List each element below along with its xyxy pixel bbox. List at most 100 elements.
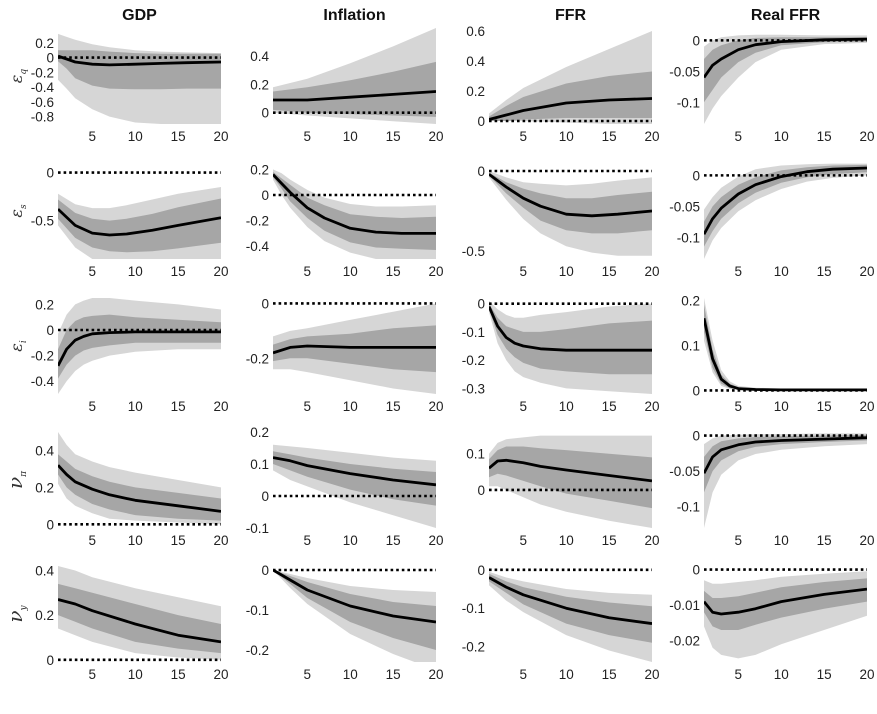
row-shock-subscript: y (19, 604, 29, 611)
x-tick-label: 15 (386, 533, 401, 548)
row-shock-label: εi (7, 340, 29, 352)
x-tick-label: 20 (213, 533, 228, 548)
x-tick-label: 5 (304, 667, 312, 682)
irf-panel: 5 10 15 20 0.1 0 (466, 435, 660, 548)
x-tick-label: 10 (774, 264, 789, 279)
irf-panel: 5 10 15 20 0.6 0.4 0.2 0 (466, 24, 659, 144)
column-title: GDP (122, 7, 157, 24)
x-tick-label: 20 (428, 129, 443, 144)
x-tick-label: 5 (89, 399, 97, 414)
y-tick-label: 0 (477, 483, 485, 498)
median-response-line (704, 587, 867, 616)
x-tick-label: 15 (602, 533, 617, 548)
x-tick-label: 5 (89, 667, 97, 682)
x-tick-label: 5 (520, 264, 528, 279)
x-tick-label: 5 (89, 129, 97, 144)
y-tick-label: 0 (477, 114, 485, 129)
y-tick-label: 0.2 (681, 293, 700, 308)
x-tick-label: 15 (171, 129, 186, 144)
x-tick-label: 20 (859, 264, 874, 279)
irf-panel: 5 10 15 20 0 -0.1 -0.2 (246, 563, 444, 682)
x-tick-label: 20 (859, 533, 874, 548)
y-tick-label: -0.4 (31, 80, 55, 95)
x-tick-label: 10 (774, 667, 789, 682)
irf-panel: 5 10 15 20 0 -0.2 (246, 296, 444, 414)
outer-credible-band (704, 433, 867, 528)
x-tick-label: 15 (171, 264, 186, 279)
x-tick-label: 20 (644, 264, 659, 279)
y-tick-label: 0.2 (250, 162, 269, 177)
row-shock-subscript: q (19, 69, 29, 75)
x-tick-label: 15 (171, 533, 186, 548)
y-tick-label: -0.05 (669, 64, 700, 79)
x-tick-label: 15 (602, 264, 617, 279)
y-tick-label: -0.4 (246, 239, 270, 254)
y-tick-label: -0.2 (246, 643, 269, 658)
median-response-line (704, 436, 867, 474)
x-tick-label: 15 (386, 667, 401, 682)
inner-credible-band (704, 578, 867, 630)
x-tick-label: 20 (644, 399, 659, 414)
y-tick-label: 0 (261, 188, 269, 203)
x-tick-label: 10 (774, 129, 789, 144)
irf-panel: 5 10 15 20 0.4 0.2 0 (35, 563, 228, 682)
row-shock-symbol: ε (7, 209, 26, 218)
x-tick-label: 5 (304, 129, 312, 144)
x-tick-label: 15 (817, 533, 832, 548)
x-tick-label: 10 (128, 129, 143, 144)
median-response-line (58, 598, 221, 644)
median-response-line (273, 568, 436, 624)
x-tick-label: 10 (774, 399, 789, 414)
x-tick-label: 10 (128, 264, 143, 279)
row-shock-label: νπ (3, 470, 29, 489)
outer-credible-band (704, 298, 867, 391)
x-tick-label: 20 (428, 399, 443, 414)
y-tick-label: 0 (692, 383, 700, 398)
x-tick-label: 15 (386, 129, 401, 144)
inner-credible-band (273, 61, 436, 117)
y-tick-label: -0.2 (462, 353, 485, 368)
x-tick-label: 10 (774, 533, 789, 548)
median-response-line (704, 37, 867, 79)
x-tick-label: 10 (343, 399, 358, 414)
irf-panel: 5 10 15 20 0 -0.05 -0.1 (669, 163, 875, 279)
y-tick-label: -0.1 (462, 325, 485, 340)
irf-panel: 5 10 15 20 0.20-0.2-0.4-0.6-0.8 (31, 33, 229, 144)
x-tick-label: 5 (520, 399, 528, 414)
x-tick-label: 10 (343, 129, 358, 144)
y-tick-label: -0.1 (677, 95, 700, 110)
column-title: Real FFR (751, 7, 821, 24)
x-tick-label: 10 (343, 667, 358, 682)
row-shock-symbol: ε (7, 75, 26, 84)
inner-credible-band (273, 451, 436, 506)
median-response-line (489, 97, 652, 121)
row-shock-symbol: ν (3, 477, 27, 489)
x-tick-label: 15 (602, 129, 617, 144)
x-tick-label: 5 (304, 264, 312, 279)
x-tick-label: 15 (386, 264, 401, 279)
median-response-line (58, 208, 221, 237)
x-tick-label: 10 (128, 667, 143, 682)
y-tick-label: 0.1 (466, 447, 485, 462)
median-response-line (273, 344, 436, 355)
x-tick-label: 5 (735, 399, 743, 414)
y-tick-label: 0.2 (35, 36, 54, 51)
x-tick-label: 10 (343, 264, 358, 279)
x-tick-label: 10 (343, 533, 358, 548)
inner-credible-band (273, 570, 436, 650)
x-tick-label: 15 (171, 667, 186, 682)
x-tick-label: 15 (817, 399, 832, 414)
irf-panel: 5 10 15 20 0 -0.05 -0.1 (669, 33, 874, 144)
inner-credible-band (273, 172, 436, 250)
irf-panel: 5 10 15 20 0.2 0.1 0 (681, 293, 874, 414)
y-tick-label: 0 (46, 517, 54, 532)
x-tick-label: 15 (602, 399, 617, 414)
irf-panel: 5 10 15 20 0.2 0 -0.2 -0.4 (31, 297, 229, 414)
y-tick-label: 0.2 (35, 608, 54, 623)
y-tick-label: 0 (46, 323, 54, 338)
x-tick-label: 10 (559, 667, 574, 682)
x-tick-label: 5 (520, 129, 528, 144)
x-tick-label: 15 (817, 667, 832, 682)
x-tick-label: 5 (304, 533, 312, 548)
